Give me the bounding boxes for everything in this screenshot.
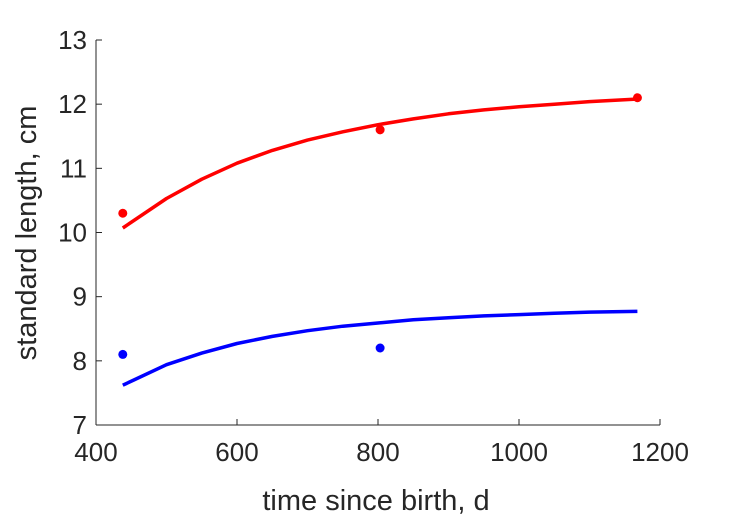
x-tick-label: 400 xyxy=(74,437,117,467)
series-0-data-point xyxy=(118,208,128,218)
series-0-data-point xyxy=(632,93,642,103)
series-1-data-point xyxy=(375,343,385,353)
x-axis-label: time since birth, d xyxy=(262,485,489,517)
series-1-fit-line xyxy=(122,309,638,387)
y-tick-label: 12 xyxy=(58,89,87,119)
x-tick-label: 800 xyxy=(356,437,399,467)
series-1-data-point xyxy=(118,349,128,359)
y-axis-label: standard length, cm xyxy=(11,106,43,361)
series-layer xyxy=(118,93,642,387)
x-tick-label: 1000 xyxy=(490,437,548,467)
ticks: 400 600 800 1000 1200 7 8 9 10 11 12 13 xyxy=(58,25,689,467)
y-tick-label: 7 xyxy=(73,410,87,440)
y-tick-label: 13 xyxy=(58,25,87,55)
series-0-data-point xyxy=(375,125,385,135)
y-tick-label: 8 xyxy=(73,346,87,376)
y-tick-label: 9 xyxy=(73,282,87,312)
y-tick-label: 10 xyxy=(58,218,87,248)
x-tick-label: 600 xyxy=(215,437,258,467)
x-tick-label: 1200 xyxy=(631,437,689,467)
axes xyxy=(95,40,660,426)
series-0-fit-line xyxy=(121,97,638,230)
y-tick-label: 11 xyxy=(60,153,87,183)
